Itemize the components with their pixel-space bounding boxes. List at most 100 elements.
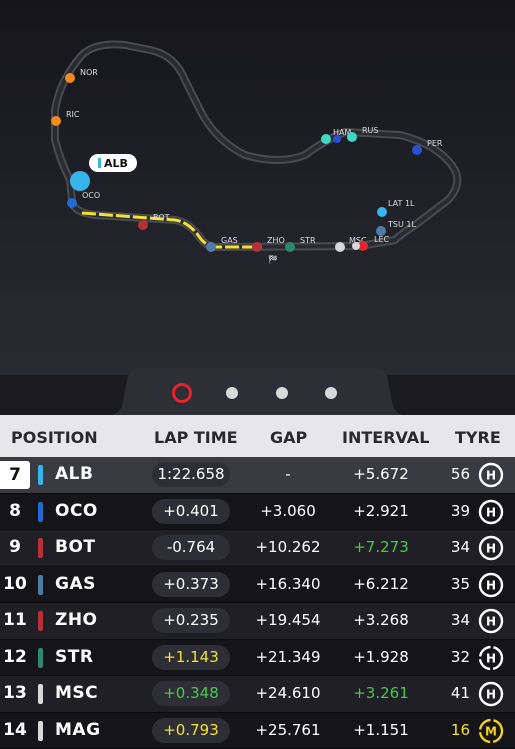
driver-code[interactable]: OCO	[55, 494, 98, 529]
team-color-bar	[38, 502, 43, 522]
tyre-compound-icon: H	[478, 572, 504, 598]
svg-text:STR: STR	[300, 236, 316, 245]
team-color-bar	[38, 611, 43, 631]
gap-value: +24.610	[252, 676, 324, 711]
interval-value: +3.268	[345, 603, 417, 638]
lap-time-pill: +0.373	[152, 572, 230, 597]
svg-text:TSU 1L: TSU 1L	[387, 220, 416, 229]
svg-text:H: H	[486, 469, 496, 483]
svg-text:H: H	[486, 542, 496, 556]
position-number: 7	[0, 461, 30, 489]
lap-time-pill: +0.348	[152, 681, 230, 706]
tyre-compound-icon: H	[478, 499, 504, 525]
gap-value: -	[252, 457, 324, 492]
gap-value: +25.761	[252, 713, 324, 748]
track-map-svg: 🏁 NOR RIC OCO BOT GAS ZHO STR	[0, 0, 515, 375]
interval-value: +5.672	[345, 457, 417, 492]
lap-time-pill: +0.235	[152, 608, 230, 633]
tyre-compound-icon: M	[478, 718, 504, 744]
svg-text:H: H	[486, 578, 496, 592]
header-position: POSITION	[11, 428, 98, 447]
driver-code[interactable]: ZHO	[55, 603, 98, 638]
driver-dot-lat[interactable]: LAT 1L	[377, 199, 415, 217]
page-dot-4[interactable]	[325, 387, 337, 399]
svg-text:RUS: RUS	[362, 126, 379, 135]
lap-time-pill: 1:22.658	[152, 462, 230, 487]
header-lap-time: LAP TIME	[154, 428, 238, 447]
svg-text:ALB: ALB	[104, 157, 128, 170]
svg-text:ZHO: ZHO	[267, 236, 285, 245]
driver-code[interactable]: ALB	[55, 457, 93, 492]
team-color-bar	[38, 538, 43, 558]
svg-text:PER: PER	[427, 139, 443, 148]
track-map: 🏁 NOR RIC OCO BOT GAS ZHO STR	[0, 0, 515, 375]
interval-value: +6.212	[345, 567, 417, 602]
team-color-bar	[38, 648, 43, 668]
team-color-bar	[38, 575, 43, 595]
svg-text:M: M	[485, 724, 497, 738]
gap-value: +21.349	[252, 640, 324, 675]
svg-text:NOR: NOR	[80, 68, 98, 77]
svg-text:H: H	[486, 651, 496, 665]
timing-table-header: POSITION LAP TIME GAP INTERVAL TYRE	[0, 415, 515, 457]
interval-value: +3.261	[345, 676, 417, 711]
tyre-age: 39	[440, 494, 470, 529]
team-color-bar	[38, 684, 43, 704]
driver-code[interactable]: STR	[55, 640, 93, 675]
header-gap: GAP	[270, 428, 307, 447]
svg-text:H: H	[486, 688, 496, 702]
lap-time-pill: +0.401	[152, 499, 230, 524]
table-row[interactable]: 13 MSC +0.348 +24.610 +3.261 41 H	[0, 676, 515, 713]
page-indicator	[0, 368, 515, 415]
header-tyre: TYRE	[455, 428, 501, 447]
gap-value: +3.060	[252, 494, 324, 529]
page-dot-active[interactable]	[172, 383, 192, 403]
interval-value: +1.928	[345, 640, 417, 675]
gap-value: +10.262	[252, 530, 324, 565]
svg-text:LEC: LEC	[374, 235, 390, 244]
position-number: 10	[0, 567, 30, 603]
driver-code[interactable]: BOT	[55, 530, 96, 565]
interval-value: +1.151	[345, 713, 417, 748]
lap-time-pill: +1.143	[152, 645, 230, 670]
track-centerline	[55, 44, 457, 247]
svg-text:H: H	[486, 615, 496, 629]
svg-text:OCO: OCO	[82, 191, 100, 200]
header-interval: INTERVAL	[342, 428, 429, 447]
tyre-age: 32	[440, 640, 470, 675]
svg-text:LAT 1L: LAT 1L	[388, 199, 415, 208]
tyre-compound-icon: H	[478, 608, 504, 634]
page-dot-2[interactable]	[226, 387, 238, 399]
driver-code[interactable]: MAG	[55, 713, 101, 748]
tyre-compound-icon: H	[478, 681, 504, 707]
tyre-age: 41	[440, 676, 470, 711]
position-number: 11	[0, 603, 30, 639]
gap-value: +19.454	[252, 603, 324, 638]
team-color-bar	[38, 465, 43, 485]
driver-dot-ham[interactable]: HAM	[321, 128, 351, 144]
svg-text:RIC: RIC	[66, 110, 80, 119]
tyre-compound-icon: H	[478, 462, 504, 488]
tyre-compound-icon: H	[478, 535, 504, 561]
driver-dot-alb-focused[interactable]: ALB	[70, 154, 137, 191]
tyre-compound-icon: H	[478, 645, 504, 671]
position-number: 9	[0, 530, 30, 566]
driver-code[interactable]: GAS	[55, 567, 96, 602]
position-number: 13	[0, 676, 30, 712]
tyre-age: 34	[440, 530, 470, 565]
interval-value: +2.921	[345, 494, 417, 529]
tyre-age: 35	[440, 567, 470, 602]
lap-time-pill: -0.764	[152, 535, 230, 560]
driver-code[interactable]: MSC	[55, 676, 98, 711]
tyre-age: 16	[440, 713, 470, 748]
page-dot-3[interactable]	[276, 387, 288, 399]
team-color-bar	[38, 721, 43, 741]
